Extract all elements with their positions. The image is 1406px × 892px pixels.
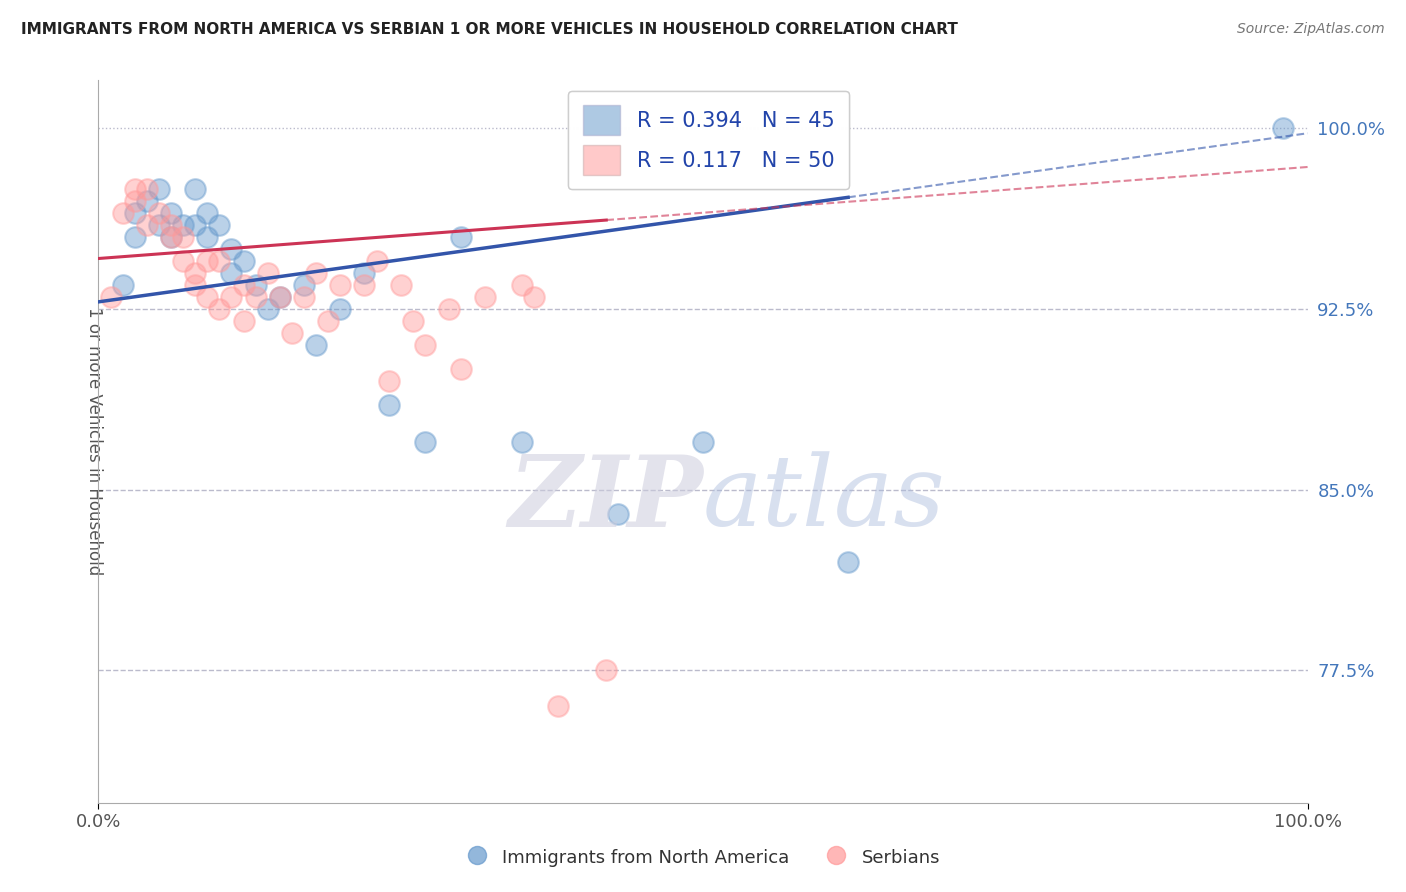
Legend: Immigrants from North America, Serbians: Immigrants from North America, Serbians — [458, 840, 948, 874]
Point — [148, 218, 170, 232]
Point — [245, 277, 267, 292]
Point — [595, 664, 617, 678]
Point — [148, 205, 170, 219]
Point — [474, 290, 496, 304]
Point — [389, 277, 412, 292]
Point — [377, 398, 399, 412]
Point — [195, 254, 218, 268]
Text: atlas: atlas — [703, 451, 946, 547]
Point — [232, 314, 254, 328]
Point — [184, 218, 207, 232]
Point — [172, 218, 194, 232]
Point — [1272, 121, 1295, 136]
Point — [160, 205, 183, 219]
Point — [160, 230, 183, 244]
Y-axis label: 1 or more Vehicles in Household: 1 or more Vehicles in Household — [84, 308, 103, 575]
Point — [256, 266, 278, 280]
Point — [450, 230, 472, 244]
Point — [402, 314, 425, 328]
Point — [607, 507, 630, 521]
Point — [292, 277, 315, 292]
Point — [305, 266, 328, 280]
Point — [547, 699, 569, 714]
Point — [195, 230, 218, 244]
Point — [160, 230, 183, 244]
Point — [208, 302, 231, 317]
Point — [184, 277, 207, 292]
Point — [837, 555, 859, 569]
Point — [305, 338, 328, 352]
Point — [353, 277, 375, 292]
Point — [135, 218, 157, 232]
Point — [124, 194, 146, 208]
Point — [100, 290, 122, 304]
Point — [160, 218, 183, 232]
Text: ZIP: ZIP — [508, 451, 703, 548]
Point — [329, 277, 352, 292]
Point — [148, 182, 170, 196]
Legend: R = 0.394   N = 45, R = 0.117   N = 50: R = 0.394 N = 45, R = 0.117 N = 50 — [568, 91, 849, 189]
Point — [208, 218, 231, 232]
Point — [292, 290, 315, 304]
Point — [450, 362, 472, 376]
Point — [413, 434, 436, 449]
Point — [221, 266, 243, 280]
Point — [316, 314, 339, 328]
Point — [184, 182, 207, 196]
Point — [172, 230, 194, 244]
Point — [269, 290, 291, 304]
Point — [221, 290, 243, 304]
Point — [281, 326, 304, 341]
Point — [135, 182, 157, 196]
Point — [329, 302, 352, 317]
Point — [245, 290, 267, 304]
Point — [124, 205, 146, 219]
Text: IMMIGRANTS FROM NORTH AMERICA VS SERBIAN 1 OR MORE VEHICLES IN HOUSEHOLD CORRELA: IMMIGRANTS FROM NORTH AMERICA VS SERBIAN… — [21, 22, 957, 37]
Point — [232, 254, 254, 268]
Text: Source: ZipAtlas.com: Source: ZipAtlas.com — [1237, 22, 1385, 37]
Point — [510, 277, 533, 292]
Point — [353, 266, 375, 280]
Point — [172, 254, 194, 268]
Point — [195, 205, 218, 219]
Point — [413, 338, 436, 352]
Point — [256, 302, 278, 317]
Point — [124, 230, 146, 244]
Point — [269, 290, 291, 304]
Point — [510, 434, 533, 449]
Point — [232, 277, 254, 292]
Point — [135, 194, 157, 208]
Point — [437, 302, 460, 317]
Point — [111, 205, 134, 219]
Point — [111, 277, 134, 292]
Point — [366, 254, 388, 268]
Point — [195, 290, 218, 304]
Point — [377, 375, 399, 389]
Point — [221, 242, 243, 256]
Point — [523, 290, 546, 304]
Point — [184, 266, 207, 280]
Point — [208, 254, 231, 268]
Point — [692, 434, 714, 449]
Point — [124, 182, 146, 196]
